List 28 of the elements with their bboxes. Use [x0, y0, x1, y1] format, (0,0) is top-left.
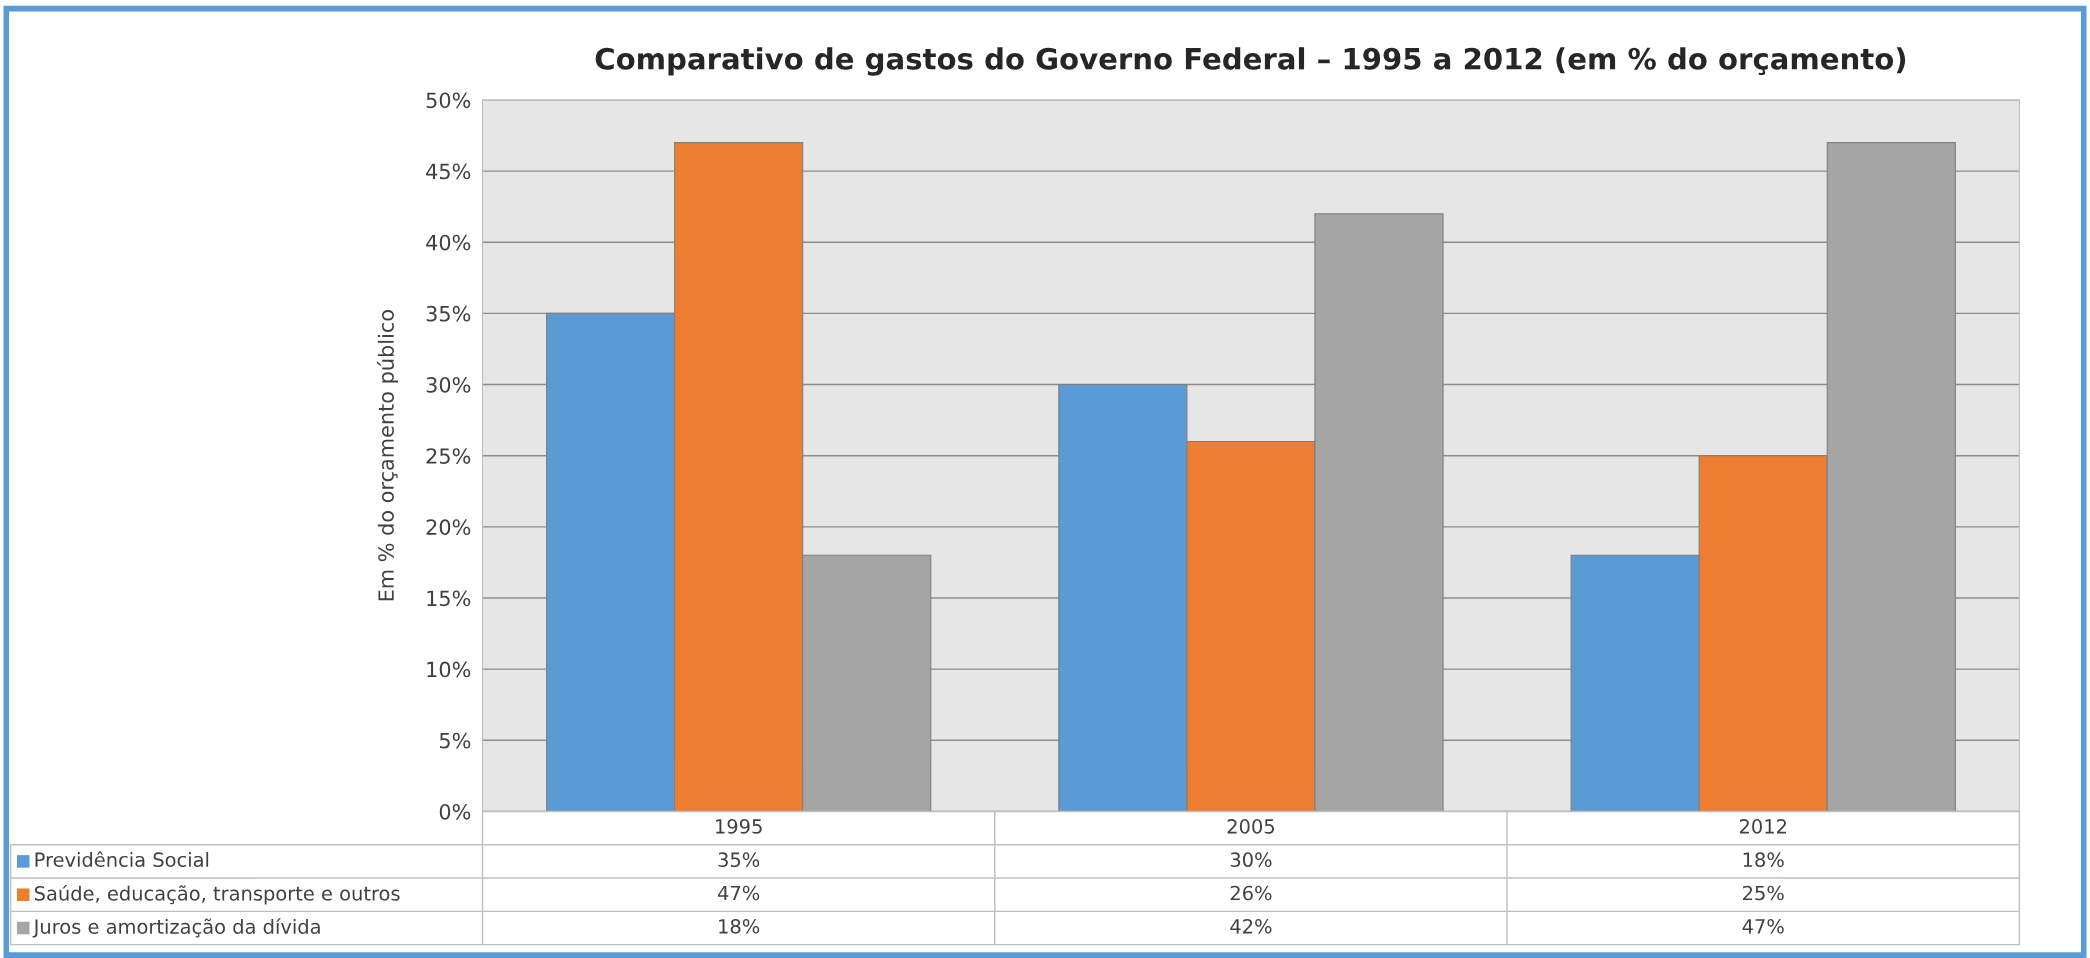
data-label: 47%	[718, 885, 760, 901]
y-tick-label: 10%	[427, 661, 471, 678]
data-label: 18%	[719, 918, 760, 934]
data-label: 30%	[1230, 852, 1272, 868]
y-tick-label: 0%	[439, 803, 471, 820]
x-tick-label: 1995	[716, 819, 762, 834]
legend-label: Juros e amortização da dívida	[32, 918, 320, 938]
data-label: 35%	[718, 852, 760, 868]
y-tick-label: 40%	[426, 234, 471, 251]
x-tick-label: 2012	[1739, 819, 1787, 834]
y-axis-title: Em % do orçamento público	[376, 310, 398, 601]
y-tick-label: 50%	[426, 92, 471, 109]
y-tick-label: 35%	[426, 305, 471, 322]
y-tick-label: 20%	[426, 519, 471, 536]
y-tick-label: 45%	[426, 163, 471, 180]
y-tick-label: 30%	[426, 376, 471, 393]
x-tick-label: 2005	[1227, 819, 1274, 834]
y-tick-label: 15%	[427, 590, 471, 607]
data-label: 18%	[1743, 852, 1784, 868]
legend-label: Saúde, educação, transporte e outros	[34, 884, 400, 905]
legend-label: Previdência Social	[35, 851, 209, 868]
data-label: 26%	[1230, 885, 1272, 901]
data-label: 42%	[1230, 918, 1272, 934]
y-tick-label: 25%	[426, 448, 471, 464]
chart-title: Comparativo de gastos do Governo Federal – 1995 a 2012 (em % do orçamento)	[595, 47, 1906, 76]
data-label: 47%	[1742, 918, 1784, 934]
y-tick-label: 5%	[439, 732, 471, 749]
data-label: 25%	[1743, 885, 1784, 901]
